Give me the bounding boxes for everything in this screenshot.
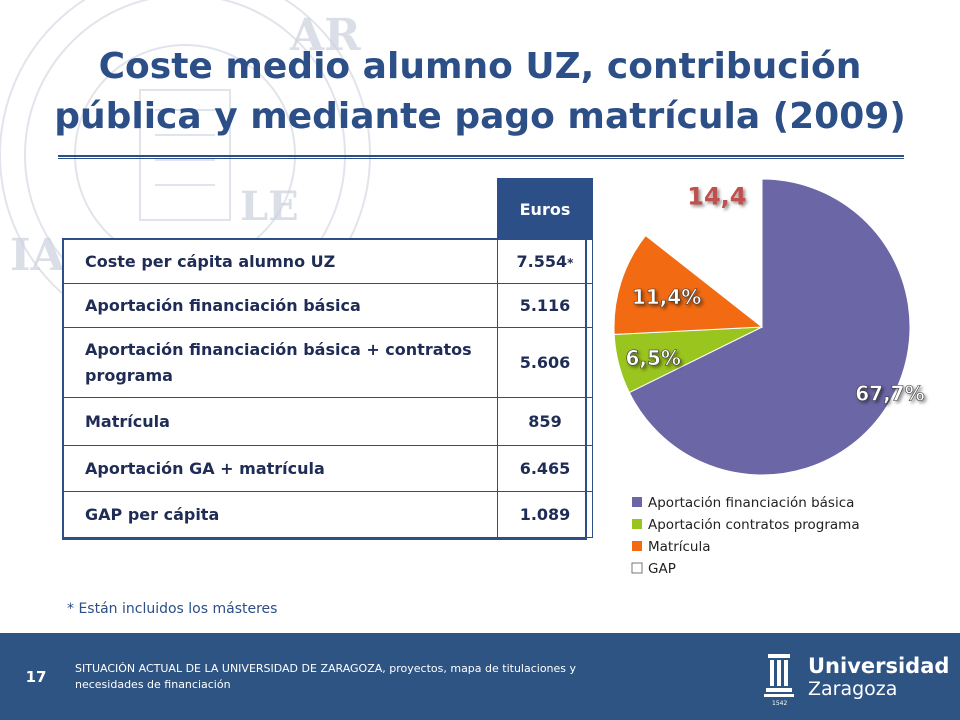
legend-label-4: GAP [648, 561, 676, 577]
table-header-blank [63, 179, 498, 240]
pie-slice-3 [613, 234, 764, 335]
logo-year: 1542 [772, 700, 787, 706]
row-label: Aportación financiación básica [62, 283, 498, 328]
table-row: Aportación financiación básica 5.116 [62, 283, 593, 328]
table-header-row: Euros [63, 178, 593, 240]
pie-slice-label-1: 67,7% [855, 381, 924, 405]
legend-swatch-4 [631, 562, 643, 574]
university-logo-icon: 1542 [764, 654, 794, 706]
university-seal-watermark: IA AR LE [0, 0, 371, 341]
svg-text:AR: AR [289, 10, 361, 61]
table-row: Aportación financiación básica + contrat… [62, 327, 593, 398]
pie-slice-label-3: 11,4% [632, 285, 701, 309]
row-value: 1.089 [497, 491, 593, 538]
table-row: GAP per cápita 1.089 [62, 491, 593, 538]
table-header-euros: Euros [497, 178, 593, 240]
logo-name: Universidad [808, 654, 950, 678]
pie-slice-label-2: 6,5% [625, 346, 680, 370]
svg-text:LE: LE [240, 183, 299, 230]
row-label: Aportación GA + matrícula [62, 445, 498, 492]
pie-slice-label-4: 14,4 [687, 182, 746, 210]
legend-label-2: Aportación contratos programa [648, 517, 860, 533]
footnote: * Están incluidos los másteres [67, 601, 278, 617]
asterisk-mark: * [567, 256, 574, 270]
table-row: Aportación GA + matrícula 6.465 [62, 445, 593, 492]
legend-swatch-1 [632, 497, 642, 507]
table-row: Coste per cápita alumno UZ 7.554* [62, 239, 593, 284]
svg-text:IA: IA [10, 230, 66, 281]
cost-table: Euros Coste per cápita alumno UZ 7.554* … [62, 178, 593, 538]
row-value: 6.465 [497, 445, 593, 492]
row-value: 5.606 [497, 327, 593, 398]
row-label: Matrícula [62, 397, 498, 446]
legend-swatch-2 [632, 519, 642, 529]
legend-label-3: Matrícula [648, 539, 711, 555]
page-number: 17 [25, 668, 47, 686]
table-row: Matrícula 859 [62, 397, 593, 446]
legend-swatch-3 [632, 541, 642, 551]
logo-city: Zaragoza [808, 678, 898, 700]
row-value: 859 [497, 397, 593, 446]
row-value-text: 7.554 [516, 252, 568, 271]
row-label: Coste per cápita alumno UZ [62, 239, 498, 284]
cost-breakdown-pie-chart: 67,7% 6,5% 11,4% 14,4 Aportación financiaci… [613, 178, 925, 577]
row-label: GAP per cápita [62, 491, 498, 538]
pie-slice-1 [628, 178, 911, 476]
footer-bar [0, 633, 960, 720]
footer-text: SITUACIÓN ACTUAL DE LA UNIVERSIDAD DE ZA… [75, 662, 577, 691]
row-value: 7.554* [497, 239, 593, 284]
title-divider [58, 155, 904, 159]
page-title: Coste medio alumno UZ, contribución públ… [54, 46, 906, 137]
row-value: 5.116 [497, 283, 593, 328]
legend-label-1: Aportación financiación básica [648, 495, 854, 511]
row-label: Aportación financiación básica + contrat… [62, 327, 498, 398]
